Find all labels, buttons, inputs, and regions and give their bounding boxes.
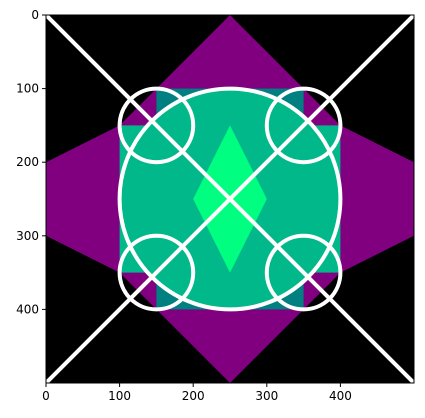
x-tick-label: 400 — [329, 389, 352, 403]
diagonal-line-2 — [46, 15, 414, 383]
y-tick-label: 200 — [16, 155, 39, 169]
x-tick-label: 200 — [182, 389, 205, 403]
big-ring — [117, 86, 343, 312]
y-tick-label: 0 — [31, 8, 39, 22]
plot-area — [46, 15, 414, 383]
ring-bottom-left — [117, 233, 196, 312]
y-tick-label: 400 — [16, 302, 39, 316]
ring-top-right — [264, 86, 343, 165]
x-axis: 0 100 200 300 400 — [42, 383, 352, 403]
y-tick-label: 300 — [16, 229, 39, 243]
x-tick-label: 300 — [255, 389, 278, 403]
x-tick-label: 0 — [42, 389, 50, 403]
x-tick-label: 100 — [108, 389, 131, 403]
ring-bottom-right — [264, 233, 343, 312]
y-tick-label: 100 — [16, 82, 39, 96]
y-axis: 0 100 200 300 400 — [16, 8, 46, 316]
plot-frame — [45, 14, 415, 384]
ring-top-left — [117, 86, 196, 165]
